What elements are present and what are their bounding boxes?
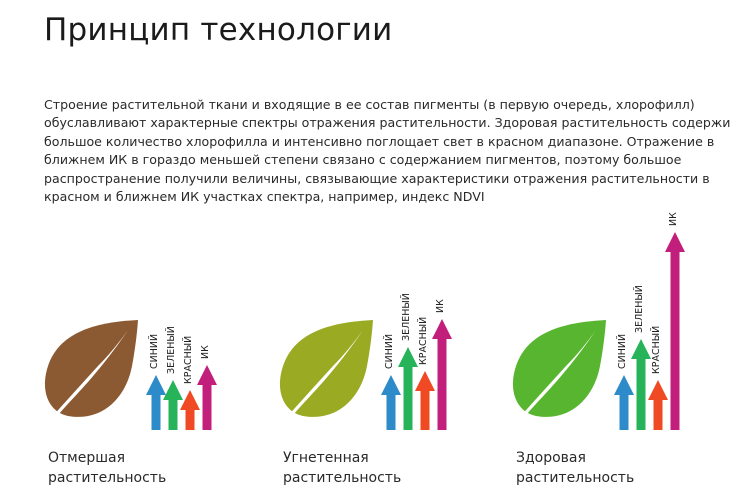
band-label-red: КРАСНЫЙ [183,335,194,384]
leaf-body [512,320,606,417]
blue-arrow [381,375,401,430]
arrow-shape [614,375,634,430]
vegetation-label-line: Здоровая [516,450,586,466]
ir-arrow [197,365,217,430]
leaf-icon [42,320,138,428]
paragraph-line: большое количество хлорофилла и интенсив… [44,133,715,149]
band-label-green: ЗЕЛЕНЫЙ [166,326,177,374]
band-label-red: КРАСНЫЙ [418,316,429,365]
vegetation-label-line: Угнетенная [283,450,369,466]
band-label-ir: ИК [435,299,446,313]
leaf-body [44,320,138,417]
arrow-shape [163,380,183,430]
leaf-icon [277,320,373,428]
ir-arrow [665,232,685,430]
band-label-green: ЗЕЛЕНЫЙ [634,285,645,333]
vegetation-label: Угнетенная растительность [283,448,401,488]
red-arrow [415,371,435,430]
arrow-shape [631,339,651,430]
leaf-vein [510,330,596,428]
band-label-red: КРАСНЫЙ [651,325,662,374]
arrow-shape [180,390,200,430]
green-arrow [398,347,418,430]
vegetation-label-line: Отмершая [48,450,126,466]
vegetation-label: Здоровая растительность [516,448,634,488]
vegetation-label: Отмершая растительность [48,448,166,488]
arrow-shape [665,232,685,430]
arrow-shape [398,347,418,430]
arrow-shape [197,365,217,430]
band-label-green: ЗЕЛЕНЫЙ [401,293,412,341]
band-label-ir: ИК [200,345,211,359]
blue-arrow [146,375,166,430]
band-label-blue: СИНИЙ [149,333,160,369]
arrow-shape [381,375,401,430]
band-label-ir: ИК [668,212,679,226]
arrow-shape [146,375,166,430]
green-arrow [163,380,183,430]
leaf-body [279,320,373,417]
ir-arrow [432,319,452,430]
description-paragraph: Строение растительной ткани и входящие в… [44,96,730,206]
leaf-vein [277,330,363,428]
paragraph-line: распространение получили величины, связы… [44,170,710,186]
red-arrow [648,380,668,430]
leaf-vein [42,330,128,428]
paragraph-line: красном и ближнем ИК участках спектра, н… [44,189,485,205]
arrow-shape [432,319,452,430]
vegetation-label-line: растительность [516,470,635,486]
band-label-blue: СИНИЙ [617,333,628,369]
paragraph-line: ближнем ИК в гораздо меньшей степени свя… [44,152,682,168]
vegetation-label-line: растительность [48,470,167,486]
blue-arrow [614,375,634,430]
arrow-shape [648,380,668,430]
red-arrow [180,390,200,430]
leaf-icon [510,320,606,428]
page-title: Принцип технологии [44,12,393,48]
green-arrow [631,339,651,430]
paragraph-line: обуславливают характерные спектры отраже… [44,115,730,131]
paragraph-line: Строение растительной ткани и входящие в… [44,97,695,112]
vegetation-label-line: растительность [283,470,402,486]
band-label-blue: СИНИЙ [384,333,395,369]
arrow-shape [415,371,435,430]
